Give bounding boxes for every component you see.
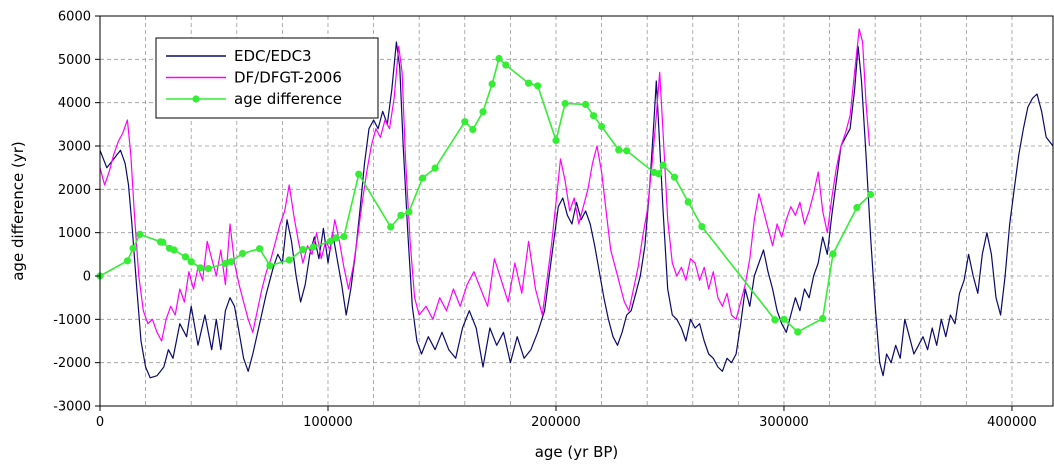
data-point	[299, 246, 307, 254]
data-point	[780, 315, 788, 323]
y-axis-title: age difference (yr)	[9, 141, 27, 281]
data-point	[332, 234, 340, 242]
data-point	[419, 174, 427, 182]
y-tick-label: 5000	[58, 53, 91, 68]
y-tick-label: 3000	[58, 140, 91, 155]
y-tick-label: 2000	[58, 183, 91, 198]
data-point	[853, 203, 861, 212]
data-point	[698, 223, 706, 231]
data-point	[397, 211, 405, 219]
series-line	[99, 28, 871, 342]
data-point	[552, 136, 560, 144]
data-point	[355, 170, 363, 178]
data-point	[170, 246, 178, 254]
data-point	[129, 244, 137, 252]
data-point	[285, 256, 293, 264]
data-point	[196, 264, 204, 272]
series-line	[99, 41, 1054, 379]
x-tick-label: 200000	[531, 415, 581, 430]
data-point	[159, 238, 167, 246]
data-point	[623, 147, 631, 155]
x-tick-label: 300000	[759, 415, 809, 430]
legend-marker	[192, 95, 200, 103]
data-point	[123, 257, 131, 265]
data-point	[461, 118, 469, 126]
data-point	[181, 253, 190, 261]
data-point	[867, 190, 875, 199]
y-tick-label: 0	[83, 270, 91, 285]
data-point	[829, 250, 837, 258]
data-point	[488, 80, 496, 88]
y-tick-label: -3000	[53, 400, 91, 415]
y-tick-label: -2000	[53, 356, 91, 371]
series-1	[99, 28, 871, 342]
data-point	[561, 99, 569, 108]
data-point	[204, 265, 212, 273]
data-point	[266, 262, 274, 270]
data-point	[136, 230, 144, 238]
data-point	[525, 79, 533, 87]
data-point	[684, 198, 692, 206]
data-point	[615, 146, 623, 154]
plot-series	[96, 28, 1054, 379]
data-point	[431, 164, 439, 172]
data-point	[256, 245, 264, 253]
plot-frame	[99, 15, 1054, 407]
data-point	[670, 173, 679, 181]
data-point	[502, 61, 510, 69]
data-point	[405, 208, 413, 216]
y-tick-label: 1000	[58, 226, 91, 241]
series-0	[99, 41, 1054, 379]
data-point	[309, 243, 317, 251]
x-tick-label: 0	[96, 415, 104, 430]
axis-ticks: -3000 -2000 -1000 0 1000 2000 3000 4000 5000 6000…	[53, 10, 1037, 431]
y-tick-label: 6000	[58, 10, 91, 25]
data-point	[227, 258, 235, 266]
data-point	[655, 170, 663, 178]
data-point	[598, 122, 606, 131]
legend-label: DF/DFGT-2006	[234, 69, 342, 87]
data-point	[469, 125, 477, 134]
data-point	[495, 54, 503, 63]
data-point	[582, 100, 590, 108]
legend-label: EDC/EDC3	[234, 47, 312, 65]
y-tick-label: 4000	[58, 96, 91, 111]
data-point	[187, 258, 195, 266]
data-point	[479, 108, 487, 116]
data-point	[771, 316, 779, 324]
x-tick-label: 100000	[303, 415, 353, 430]
y-tick-label: -1000	[53, 313, 91, 328]
data-point	[221, 259, 229, 267]
legend: EDC/EDC3 DF/DFGT-2006 age difference	[155, 37, 379, 119]
x-axis-title: age (yr BP)	[535, 443, 619, 461]
data-point	[590, 112, 598, 120]
data-point	[387, 223, 395, 231]
data-point	[238, 249, 247, 258]
data-point	[326, 237, 334, 245]
series-2	[96, 54, 875, 336]
data-point	[340, 233, 348, 241]
data-point	[819, 314, 827, 323]
x-tick-label: 400000	[987, 415, 1037, 430]
data-point	[659, 161, 667, 169]
data-point	[534, 82, 542, 90]
legend-label: age difference	[234, 90, 342, 108]
data-point	[794, 328, 802, 336]
